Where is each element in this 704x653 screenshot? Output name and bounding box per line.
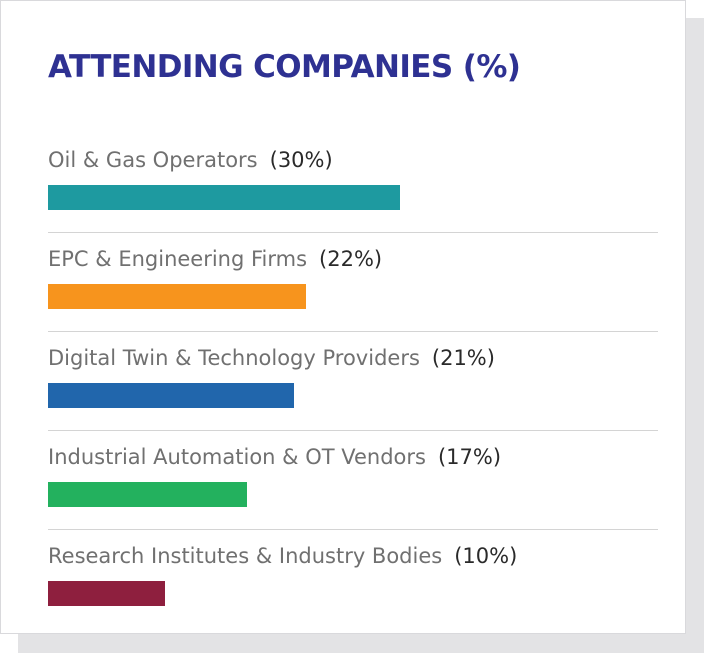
bar-label-line: Oil & Gas Operators (30%) <box>48 146 333 174</box>
bar-row-epc-and-engineering-firms: EPC & Engineering Firms (22%) <box>48 232 658 331</box>
value-label: (10%) <box>454 544 518 568</box>
bar-label-line: Digital Twin & Technology Providers (21%) <box>48 344 495 372</box>
category-label: Industrial Automation & OT Vendors <box>48 445 426 469</box>
bar-row-industrial-automation-and-ot-vendors: Industrial Automation & OT Vendors (17%) <box>48 430 658 529</box>
bar-epc-and-engineering-firms <box>48 284 306 309</box>
bar-label-line: EPC & Engineering Firms (22%) <box>48 245 382 273</box>
bar-industrial-automation-and-ot-vendors <box>48 482 247 507</box>
value-label: (22%) <box>319 247 383 271</box>
chart-title: ATTENDING COMPANIES (%) <box>48 49 521 85</box>
category-label: Digital Twin & Technology Providers <box>48 346 420 370</box>
category-label: EPC & Engineering Firms <box>48 247 308 271</box>
bar-digital-twin-and-technology-providers <box>48 383 294 408</box>
bar-row-digital-twin-and-technology-providers: Digital Twin & Technology Providers (21%) <box>48 331 658 430</box>
value-label: (21%) <box>431 346 495 370</box>
value-label: (30%) <box>269 148 333 172</box>
bar-research-institutes-and-industry-bodies <box>48 581 165 606</box>
chart-card: ATTENDING COMPANIES (%) Oil & Gas Operat… <box>0 0 686 634</box>
bar-row-research-institutes-and-industry-bodies: Research Institutes & Industry Bodies (10… <box>48 529 658 628</box>
value-label: (17%) <box>437 445 502 469</box>
bar-row-oil-and-gas-operators: Oil & Gas Operators (30%) <box>48 134 658 232</box>
bar-rows: Oil & Gas Operators (30%) EPC & Engineerin… <box>48 134 658 628</box>
bar-label-line: Industrial Automation & OT Vendors (17%) <box>48 443 501 471</box>
category-label: Oil & Gas Operators <box>48 148 258 172</box>
bar-oil-and-gas-operators <box>48 185 400 210</box>
category-label: Research Institutes & Industry Bodies <box>48 544 443 568</box>
bar-label-line: Research Institutes & Industry Bodies (10… <box>48 542 517 570</box>
